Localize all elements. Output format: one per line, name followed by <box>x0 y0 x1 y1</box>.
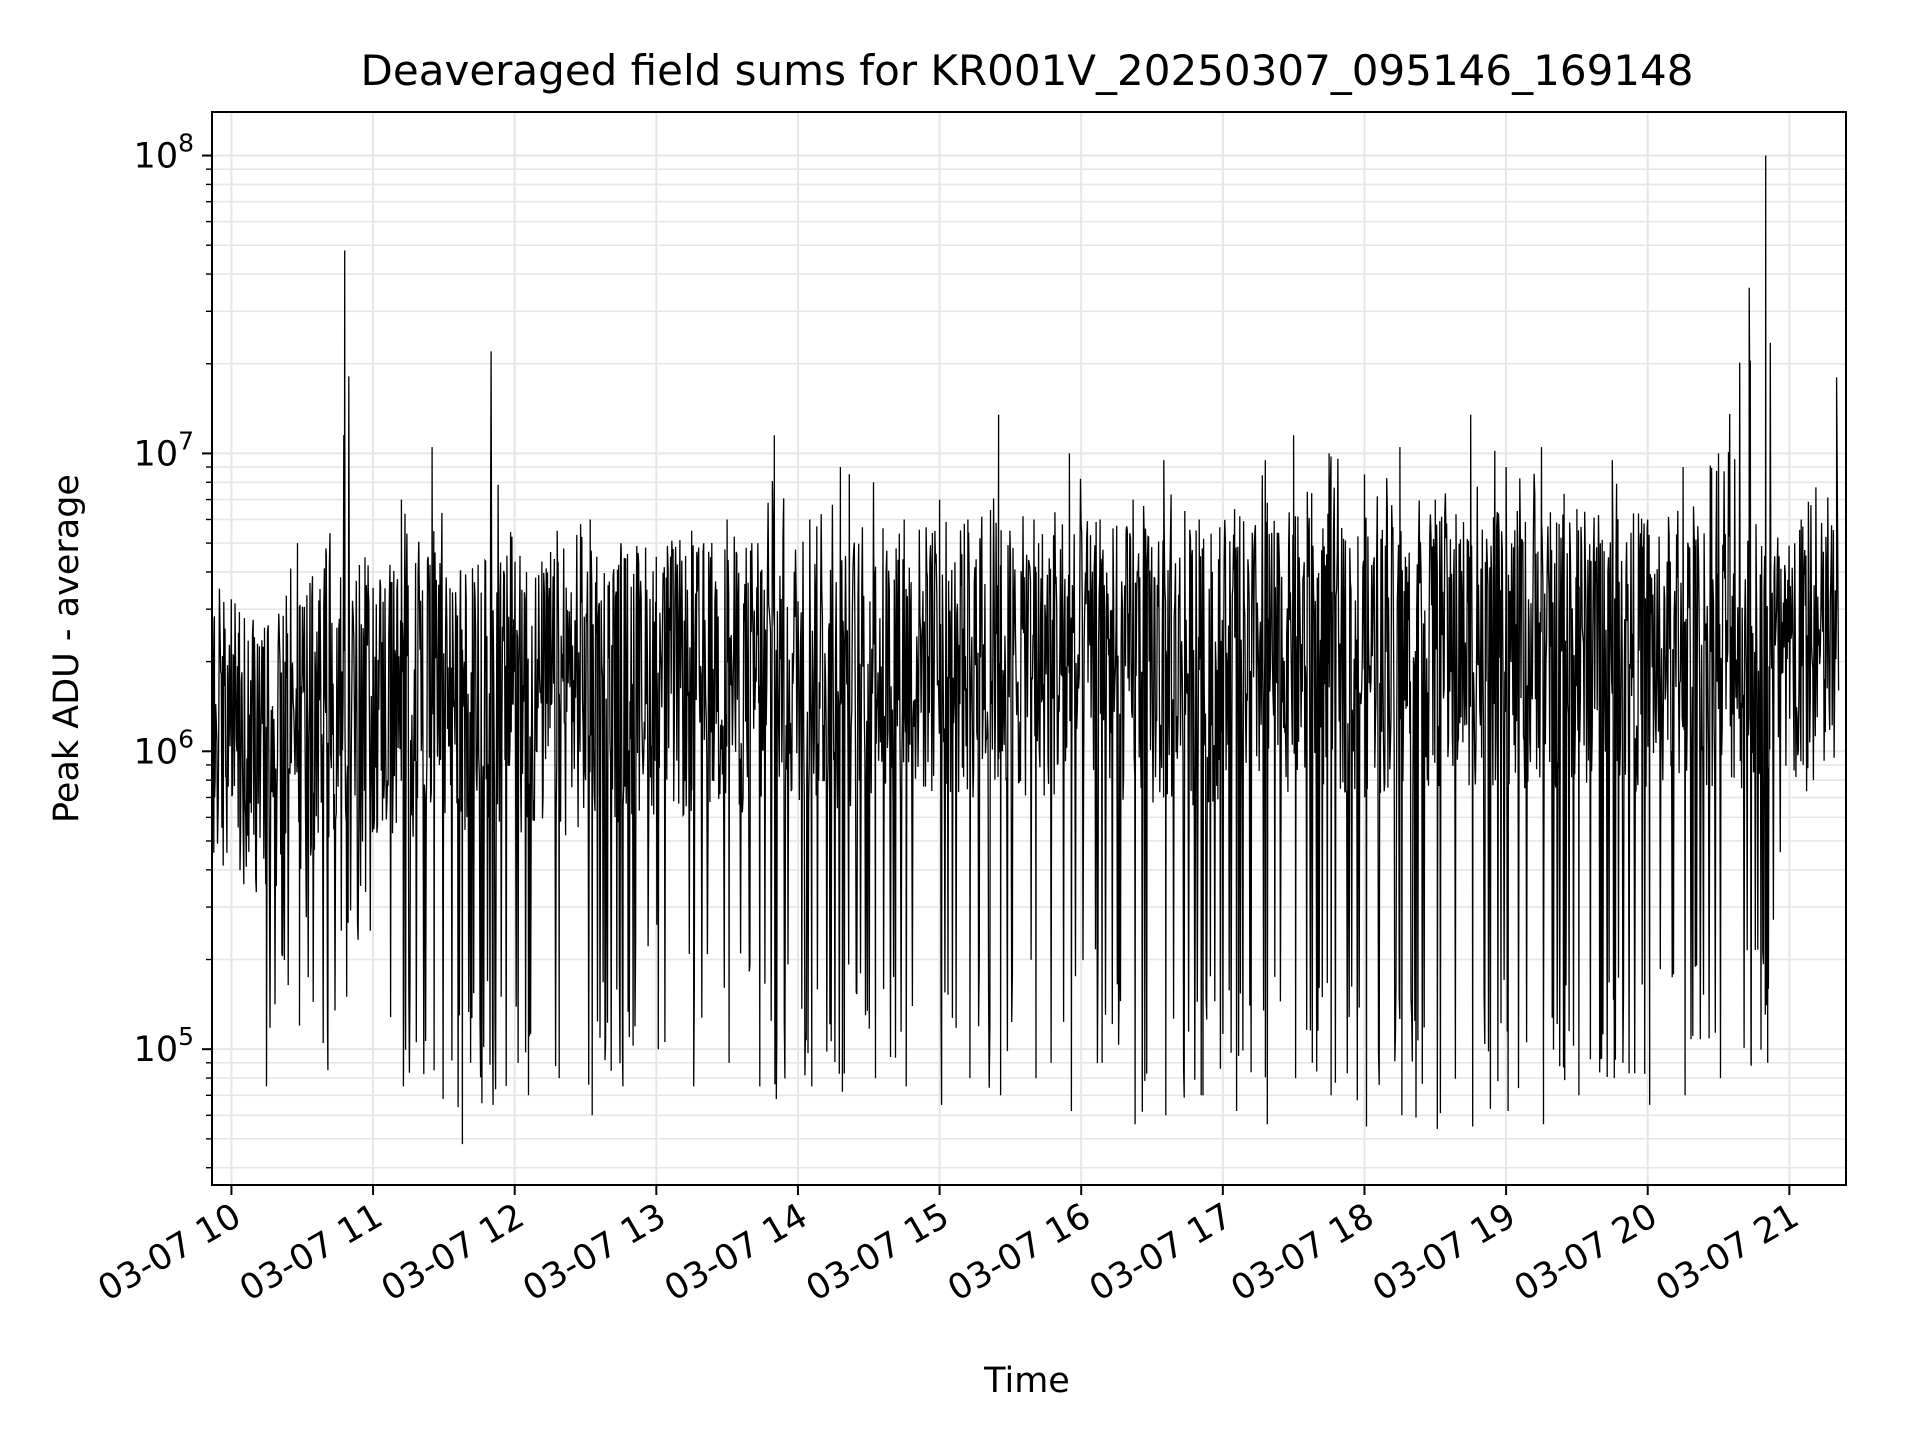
x-tick-label: 03-07 16 <box>941 1196 1097 1309</box>
x-tick-label: 03-07 12 <box>375 1196 531 1309</box>
y-tick-base: 10 <box>134 732 179 772</box>
y-tick-label: 105 <box>134 1022 194 1070</box>
x-tick-label: 03-07 21 <box>1650 1196 1806 1309</box>
x-tick-label: 03-07 20 <box>1508 1196 1664 1309</box>
x-tick-label: 03-07 11 <box>233 1196 389 1309</box>
x-tick-label: 03-07 15 <box>800 1196 956 1309</box>
chart-title: Deaveraged field sums for KR001V_2025030… <box>361 46 1694 95</box>
x-tick-label: 03-07 19 <box>1366 1196 1522 1309</box>
y-tick-exponent: 6 <box>178 724 194 753</box>
y-tick-exponent: 7 <box>178 426 194 455</box>
x-axis-label: Time <box>983 1361 1070 1401</box>
series-line <box>212 155 1840 1145</box>
y-tick-base: 10 <box>134 1030 179 1070</box>
y-tick-label: 108 <box>134 129 194 177</box>
y-tick-label: 107 <box>134 426 194 474</box>
plot-area-frame <box>211 111 1847 1186</box>
y-tick-base: 10 <box>134 137 179 177</box>
y-tick-label: 106 <box>134 724 194 772</box>
y-tick-exponent: 8 <box>178 129 194 158</box>
x-tick-label: 03-07 18 <box>1225 1196 1381 1309</box>
x-tick-label: 03-07 13 <box>517 1196 673 1309</box>
y-tick-base: 10 <box>134 434 179 474</box>
x-tick-label: 03-07 10 <box>92 1196 248 1309</box>
series-line-path <box>212 155 1840 1145</box>
y-tick-exponent: 5 <box>178 1022 194 1051</box>
y-axis-label: Peak ADU - average <box>47 474 87 823</box>
x-tick-label: 03-07 14 <box>658 1196 814 1309</box>
x-tick-label: 03-07 17 <box>1083 1196 1239 1309</box>
